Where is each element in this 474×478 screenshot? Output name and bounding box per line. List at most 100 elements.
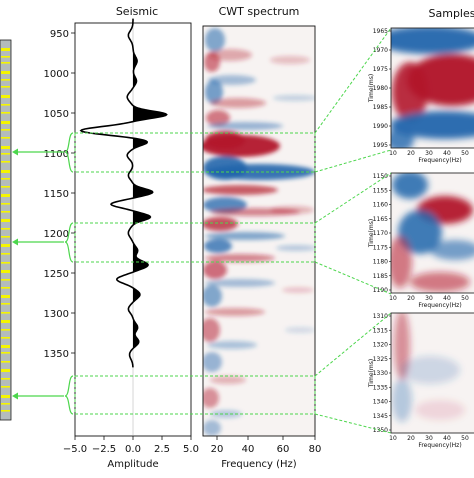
seismic-y-tick-label: 1150 <box>44 189 69 200</box>
cwt-energy-blob <box>205 80 223 104</box>
sample-energy-blob <box>410 272 470 292</box>
cwt-energy-blob <box>282 287 314 293</box>
seismic-x-tick-label: −5.0 <box>63 444 87 455</box>
sample-x-tick-label: 30 <box>425 295 433 302</box>
cwt-energy-blob <box>205 308 265 316</box>
cwt-energy-blob <box>270 56 310 64</box>
cwt-energy-blob <box>204 239 232 253</box>
cwt-x-tick-label: 60 <box>277 444 290 455</box>
sample-y-tick-label: 1995 <box>373 142 388 149</box>
sample-x-tick-label: 50 <box>461 435 469 442</box>
lithology-bar <box>1 395 10 398</box>
lithology-bar <box>1 203 10 205</box>
sample-xlabel: Frequency(Hz) <box>418 302 461 309</box>
lithology-bar <box>1 345 10 348</box>
sample-y-tick-label: 1330 <box>373 370 388 377</box>
cwt-energy-blob <box>203 352 222 372</box>
lithology-bar <box>1 320 10 323</box>
sample-x-tick-label: 10 <box>389 150 397 157</box>
sample-x-tick-label: 30 <box>425 150 433 157</box>
lithology-bar <box>1 361 10 363</box>
lithology-bar <box>1 337 10 339</box>
sample-spectrum-image <box>392 313 465 422</box>
sample-y-tick-label: 1985 <box>373 104 388 111</box>
seismic-title: Seismic <box>116 5 158 18</box>
cwt-energy-blob <box>273 95 315 101</box>
lithology-bar <box>1 104 10 106</box>
lithology-bar <box>1 312 10 314</box>
lithology-bar <box>1 137 10 139</box>
lithology-bar <box>1 161 10 163</box>
lithology-bar <box>1 244 10 247</box>
sample-y-tick-label: 1325 <box>373 356 388 363</box>
cwt-energy-blob <box>204 52 220 72</box>
cwt-x-tick-label: 20 <box>211 444 224 455</box>
lithology-bar <box>1 153 10 155</box>
sample-x-tick-label: 40 <box>443 295 451 302</box>
arrow-head <box>12 238 18 246</box>
cwt-energy-blob <box>203 318 220 342</box>
lithology-bar <box>1 86 10 88</box>
sample-y-tick-label: 1990 <box>373 123 388 130</box>
sample-ylabel: Time(ms) <box>368 219 375 248</box>
selection-window-2 <box>12 172 392 295</box>
sample-y-tick-label: 1175 <box>373 244 388 251</box>
sample-y-tick-label: 1975 <box>373 66 388 73</box>
lithology-bar <box>1 112 10 114</box>
seismic-x-ticks: −5.0 −2.5 0.0 2.5 5.0 <box>63 436 199 455</box>
sample-y-tick-label: 1190 <box>373 287 388 294</box>
window-bracket <box>64 375 74 415</box>
cwt-panel: 20 40 60 80 Frequency (Hz) <box>202 25 321 470</box>
sample-y-tick-label: 1185 <box>373 273 388 280</box>
lithology-bar <box>1 410 10 412</box>
seismic-y-ticks: 950 1000 1050 1100 1150 1200 1250 1300 1350 <box>44 29 75 360</box>
sample-x-tick-label: 40 <box>443 150 451 157</box>
sample-energy-blob <box>391 28 474 54</box>
cwt-x-ticks: 20 40 60 80 <box>211 436 321 455</box>
cwt-xlabel: Frequency (Hz) <box>221 459 297 470</box>
sample-ylabel: Time(ms) <box>368 359 375 388</box>
lithology-bar <box>1 253 10 255</box>
seismic-y-tick-label: 1200 <box>44 229 69 240</box>
cwt-energy-blob <box>207 122 283 130</box>
sample-energy-blob <box>430 240 474 260</box>
samples-title: Samples <box>429 7 474 20</box>
sample-x-tick-label: 20 <box>407 435 415 442</box>
lithology-bars <box>1 48 10 412</box>
lithology-bar <box>1 262 10 264</box>
seismic-x-tick-label: 5.0 <box>183 444 199 455</box>
cwt-energy-blob <box>270 206 314 214</box>
sample-y-tick-label: 1320 <box>373 342 388 349</box>
cwt-energy-blob <box>203 388 219 408</box>
lithology-bar <box>1 178 10 180</box>
sample-y-tick-label: 1345 <box>373 413 388 420</box>
lithology-bar <box>1 236 10 238</box>
seismic-y-tick-label: 1000 <box>44 69 69 80</box>
well-log-strip <box>0 39 12 421</box>
sample-spectrum-image <box>391 28 474 148</box>
sample-y-tick-label: 1155 <box>373 187 388 194</box>
lithology-bar <box>1 270 10 273</box>
sample-spectrum-image <box>391 173 474 292</box>
sample-energy-blob <box>400 356 460 384</box>
seismic-trace <box>79 18 168 368</box>
seismic-y-tick-label: 1250 <box>44 269 69 280</box>
lithology-bar <box>1 295 10 298</box>
lithology-bar <box>1 378 10 380</box>
sample-y-tick-label: 1970 <box>373 47 388 54</box>
cwt-energy-blob <box>206 110 230 126</box>
lithology-bar <box>1 219 10 222</box>
arrow-head <box>12 148 18 156</box>
sample-y-tick-label: 1335 <box>373 384 388 391</box>
cwt-energy-blob <box>203 285 222 307</box>
cwt-energy-blob <box>210 376 246 384</box>
cwt-energy-blob <box>203 185 278 195</box>
sample-energy-blob <box>392 173 428 199</box>
sample-x-tick-label: 40 <box>443 435 451 442</box>
lithology-bar <box>1 56 10 58</box>
